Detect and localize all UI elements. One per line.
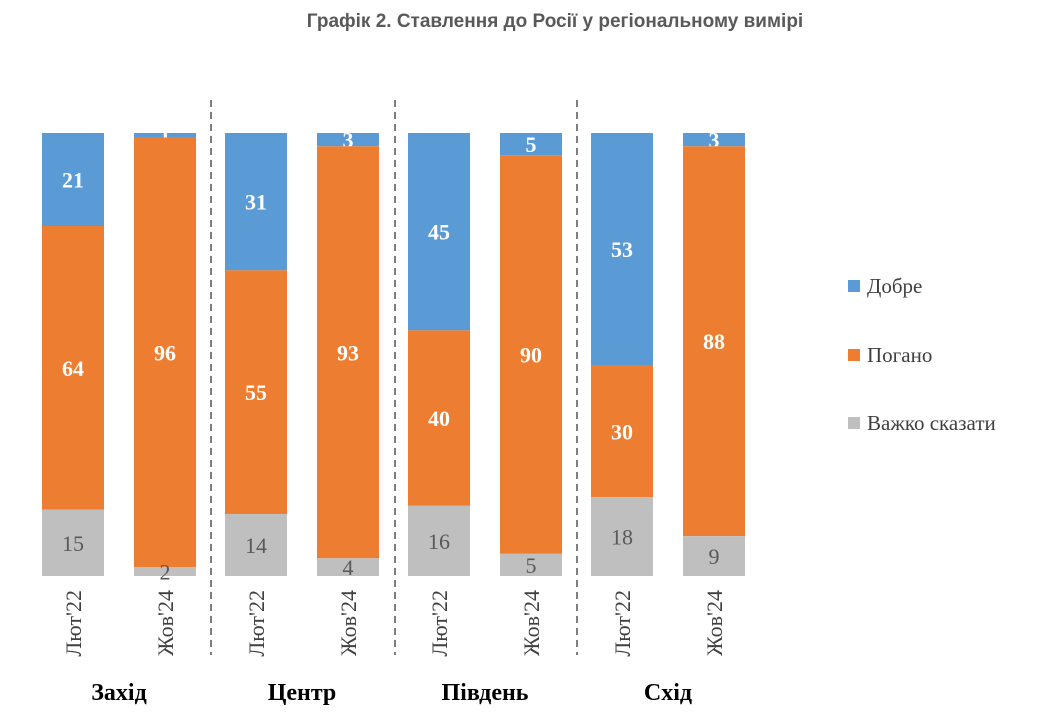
group-separators [210, 100, 578, 655]
period-label: Жов'24 [336, 590, 361, 656]
bar-segment-bad [591, 365, 653, 498]
data-label-hard: 4 [343, 555, 354, 580]
data-label-hard: 5 [526, 553, 537, 578]
chart-title: Графік 2. Ставлення до Росії у регіональ… [307, 11, 803, 32]
legend-label-bad: Погано [867, 343, 932, 367]
region-label: Захід [91, 680, 146, 706]
period-label: Лют'22 [61, 590, 86, 657]
data-label-good: 45 [428, 220, 450, 245]
legend-label-hard: Важко сказати [867, 411, 996, 435]
region-label: Південь [441, 680, 528, 706]
data-label-hard: 2 [160, 560, 171, 585]
bar-segment-hard [500, 553, 562, 576]
legend: Добре Погано Важко сказати [848, 274, 996, 435]
legend-swatch-hard [848, 417, 860, 429]
legend-swatch-bad [848, 349, 860, 361]
data-label-good: 1 [160, 123, 171, 148]
bar-segment-bad [225, 270, 287, 514]
bar-segment-good [500, 133, 562, 156]
period-label: Лют'22 [244, 590, 269, 657]
legend-label-good: Добре [867, 274, 922, 298]
data-label-good: 3 [343, 128, 354, 153]
data-label-hard: 14 [245, 533, 267, 558]
bar-segment-hard [683, 536, 745, 576]
bar-segment-hard [134, 567, 196, 576]
period-label: Жов'24 [519, 590, 544, 656]
data-label-bad: 30 [611, 419, 633, 444]
bar-segment-good [42, 133, 104, 227]
bar-segment-bad [500, 155, 562, 554]
bar-segment-bad [683, 146, 745, 537]
data-label-hard: 16 [428, 529, 450, 554]
period-label: Лют'22 [610, 590, 635, 657]
data-label-good: 53 [611, 237, 633, 262]
data-label-bad: 96 [154, 340, 176, 365]
data-label-bad: 64 [62, 356, 84, 381]
data-label-bad: 90 [520, 343, 542, 368]
bars-layer: 216415Лют'221962Жов'24Захід315514Лют'223… [42, 123, 745, 706]
bar-segment-good [591, 133, 653, 366]
bar-segment-good [683, 133, 745, 147]
legend-swatch-good [848, 280, 860, 292]
bar-segment-hard [42, 509, 104, 576]
bar-segment-bad [42, 226, 104, 510]
data-label-hard: 18 [611, 525, 633, 550]
bar-segment-good [134, 133, 196, 138]
data-label-bad: 93 [337, 340, 359, 365]
region-label: Схід [644, 680, 692, 706]
data-label-bad: 40 [428, 406, 450, 431]
data-label-bad: 55 [245, 380, 267, 405]
bar-segment-hard [591, 497, 653, 576]
data-label-good: 31 [245, 190, 267, 215]
bar-segment-hard [225, 513, 287, 576]
data-label-bad: 88 [703, 329, 725, 354]
period-label: Лют'22 [427, 590, 452, 657]
period-label: Жов'24 [153, 590, 178, 656]
region-label: Центр [268, 680, 337, 706]
bar-segment-bad [408, 330, 470, 506]
bar-segment-good [225, 133, 287, 271]
data-label-hard: 9 [709, 544, 720, 569]
data-label-good: 21 [62, 168, 84, 193]
bar-segment-bad [134, 137, 196, 568]
data-label-good: 5 [526, 132, 537, 157]
bar-segment-good [317, 133, 379, 147]
bar-segment-hard [408, 505, 470, 576]
bar-segment-good [408, 133, 470, 331]
data-label-hard: 15 [62, 531, 84, 556]
period-label: Жов'24 [702, 590, 727, 656]
bar-segment-hard [317, 558, 379, 576]
data-label-good: 3 [709, 128, 720, 153]
bar-segment-bad [317, 146, 379, 559]
